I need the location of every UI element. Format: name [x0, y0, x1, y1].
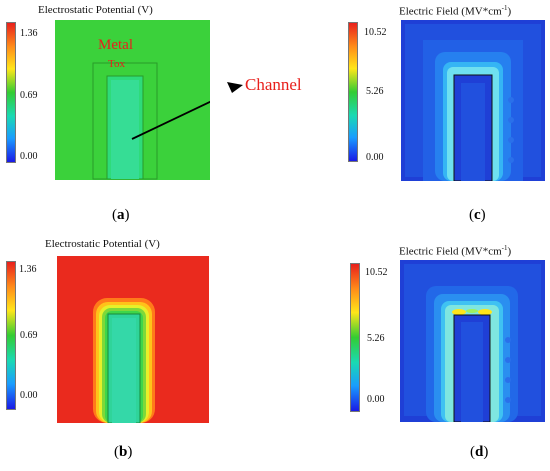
panel-a-arrowhead — [227, 82, 243, 93]
panel-a-tick-mid: 0.69 — [20, 90, 38, 101]
panel-d-plot — [400, 260, 545, 422]
panel-c-label: (c) — [469, 207, 486, 223]
panel-c-tick-max: 10.52 — [364, 27, 387, 38]
tox-label: Tox — [108, 58, 125, 70]
panel-b-tick-mid: 0.69 — [20, 330, 38, 341]
panel-d-tick-max: 10.52 — [365, 267, 388, 278]
panel-b-plot — [57, 256, 209, 423]
panel-d-colorbar — [350, 263, 360, 412]
panel-c-plot — [401, 20, 545, 181]
panel-b-colorbar — [6, 261, 16, 410]
panel-a-plot — [55, 20, 210, 180]
channel-label: Channel — [245, 75, 302, 94]
panel-b-label: (b) — [114, 444, 133, 460]
panel-d-title: Electric Field (MV*cm-1) — [399, 244, 512, 258]
panel-c-colorbar — [348, 22, 358, 162]
panel-a-tick-min: 0.00 — [20, 151, 38, 162]
panel-b-tick-min: 0.00 — [20, 390, 38, 401]
panel-d-label: (d) — [470, 444, 489, 460]
panel-b-tick-max: 1.36 — [19, 264, 37, 275]
panel-a-tick-max: 1.36 — [20, 28, 38, 39]
panel-c-title: Electric Field (MV*cm-1) — [399, 4, 512, 18]
panel-d-tick-min: 0.00 — [367, 394, 385, 405]
metal-label: Metal — [98, 37, 133, 53]
panel-a-colorbar — [6, 22, 16, 163]
panel-d-tick-mid: 5.26 — [367, 333, 385, 344]
panel-a-title: Electrostatic Potential (V) — [38, 4, 153, 16]
panel-a-label: (a) — [112, 207, 130, 223]
panel-c-tick-min: 0.00 — [366, 152, 384, 163]
panel-c-tick-mid: 5.26 — [366, 86, 384, 97]
panel-b-title: Electrostatic Potential (V) — [45, 238, 160, 250]
